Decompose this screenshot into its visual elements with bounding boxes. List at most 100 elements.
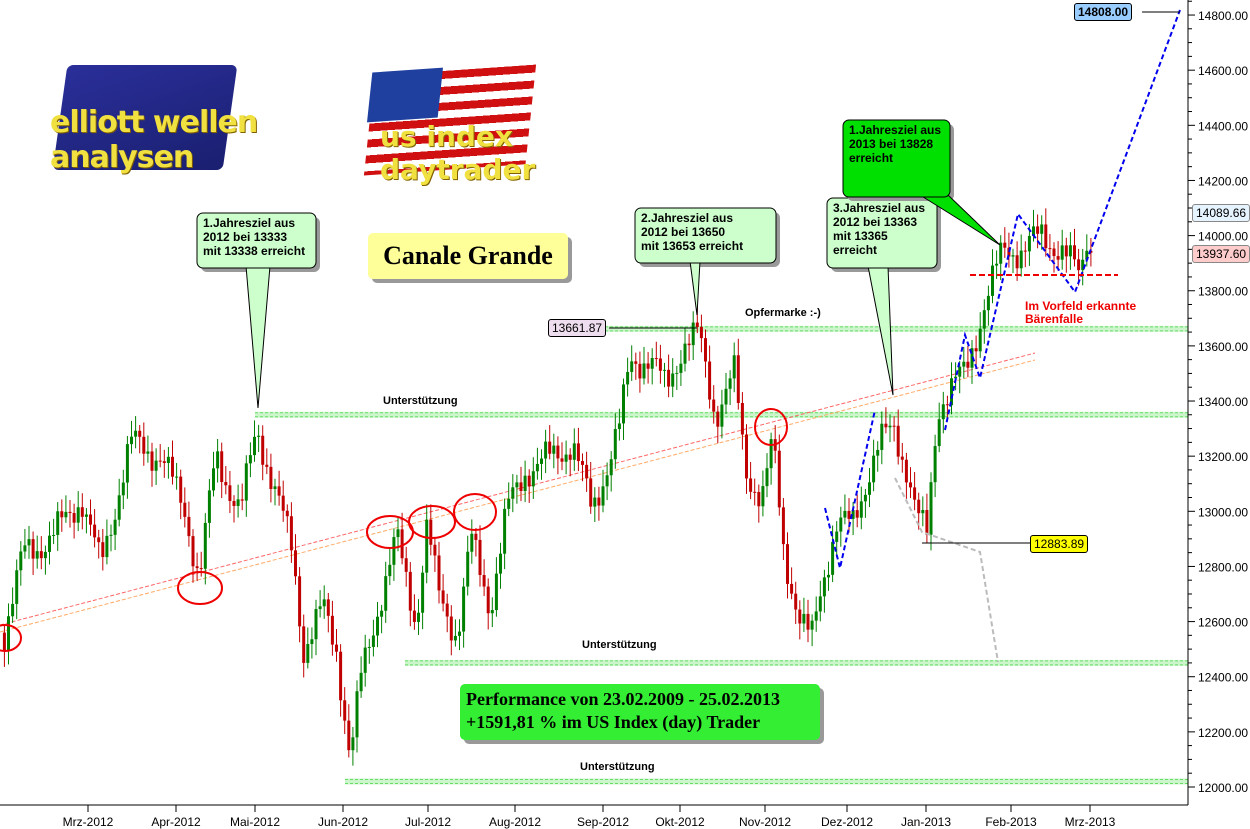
candle-body	[289, 516, 293, 551]
candle-body	[158, 460, 162, 462]
candle-body	[667, 369, 671, 387]
candle-body	[421, 572, 425, 613]
candle-body	[609, 459, 613, 476]
performance-line1: Performance von 23.02.2009 - 25.02.2013	[466, 689, 780, 709]
x-tick-label: Nov-2012	[739, 815, 791, 829]
gray-projection-line	[894, 477, 999, 663]
candle-body	[810, 620, 814, 630]
candle-body	[216, 451, 220, 469]
y-tick-label: 13400.00	[1198, 395, 1248, 409]
candle-body	[199, 568, 203, 570]
candle-body	[671, 373, 675, 387]
candle-body	[236, 499, 240, 506]
candle-body	[991, 265, 995, 296]
candle-body	[777, 450, 781, 508]
candle-body	[798, 609, 802, 624]
candle-body	[556, 445, 560, 459]
candle-body	[847, 510, 851, 519]
candle-body	[486, 586, 490, 614]
candle-body	[285, 510, 289, 517]
candle-body	[937, 419, 941, 447]
candle-body	[663, 369, 667, 371]
candle-body	[1073, 245, 1077, 260]
candle-body	[298, 576, 302, 627]
candle-body	[257, 435, 261, 437]
candle-body	[749, 478, 753, 492]
candle-body	[359, 672, 363, 692]
x-tick-label: Apr-2012	[151, 815, 201, 829]
candle-body	[535, 463, 539, 472]
candle-body	[269, 466, 273, 489]
candle-body	[572, 443, 576, 460]
candle-body	[851, 510, 855, 519]
candle-body	[978, 328, 982, 352]
candle-body	[179, 476, 183, 503]
candle-body	[76, 507, 80, 523]
candle-body	[27, 539, 31, 546]
candle-body	[827, 574, 831, 578]
candle-body	[630, 361, 634, 372]
candle-body	[1052, 248, 1056, 257]
candle-body	[429, 519, 433, 545]
candle-body	[134, 430, 138, 437]
x-tick-label: Okt-2012	[655, 815, 705, 829]
candle-body	[1077, 259, 1081, 271]
candle-body	[437, 555, 441, 591]
candle-body	[646, 363, 650, 369]
candle-body	[195, 566, 199, 569]
candle-body	[683, 343, 687, 364]
x-tick-label: Aug-2012	[489, 815, 541, 829]
candle-body	[626, 371, 630, 385]
candle-body	[786, 544, 790, 584]
candle-body	[1019, 250, 1023, 269]
y-tick-label: 12000.00	[1198, 781, 1248, 795]
candle-body	[716, 411, 720, 427]
candle-body	[925, 509, 929, 535]
candle-body	[1060, 245, 1064, 260]
candle-body	[1068, 245, 1072, 257]
candle-body	[617, 423, 621, 430]
wave-projection-line	[824, 409, 876, 569]
candle-body	[212, 468, 216, 491]
candle-body	[515, 482, 519, 488]
y-tick-label: 12800.00	[1198, 560, 1248, 574]
candle-body	[11, 603, 15, 617]
candle-body	[622, 384, 626, 424]
chart-title-box: Canale Grande	[368, 233, 568, 279]
candle-body	[761, 486, 765, 507]
candle-body	[490, 610, 494, 614]
y-tick-label: 14000.00	[1198, 230, 1248, 244]
candle-body	[720, 404, 724, 427]
candle-body	[166, 456, 170, 464]
candle-body	[343, 700, 347, 721]
candle-body	[302, 626, 306, 663]
candle-body	[7, 616, 11, 651]
candle-body	[1011, 255, 1015, 257]
candle-body	[642, 363, 646, 379]
callout-target-3-2012: 3.Jahresziel aus 2012 bei 13363 mit 1336…	[833, 201, 926, 257]
candle-body	[23, 545, 27, 552]
candle-body	[84, 514, 88, 517]
x-tick-label: Mrz-2012	[63, 815, 114, 829]
trend-channel-line	[0, 352, 1036, 626]
candle-body	[831, 541, 835, 575]
callout-target-2-2012: 2.Jahresziel aus 2012 bei 13650 mit 1365…	[641, 211, 744, 253]
candle-body	[265, 464, 269, 467]
candle-body	[691, 322, 695, 346]
candle-body	[1036, 226, 1040, 234]
candle-body	[872, 455, 876, 483]
candle-body	[322, 599, 326, 607]
callout-target-1-2012: 1.Jahresziel aus 2012 bei 13333 mit 1333…	[203, 216, 306, 258]
candle-body	[52, 534, 56, 536]
candle-body	[117, 495, 121, 520]
candle-body	[585, 464, 589, 479]
candle-body	[732, 355, 736, 379]
candle-body	[613, 429, 617, 460]
candle-body	[474, 533, 478, 540]
candle-body	[568, 454, 572, 460]
bear-trap-label: Im Vorfeld erkannte Bärenfalle	[1025, 299, 1137, 326]
candle-body	[380, 610, 384, 617]
candle-body	[39, 551, 43, 559]
candle-body	[1056, 256, 1060, 260]
